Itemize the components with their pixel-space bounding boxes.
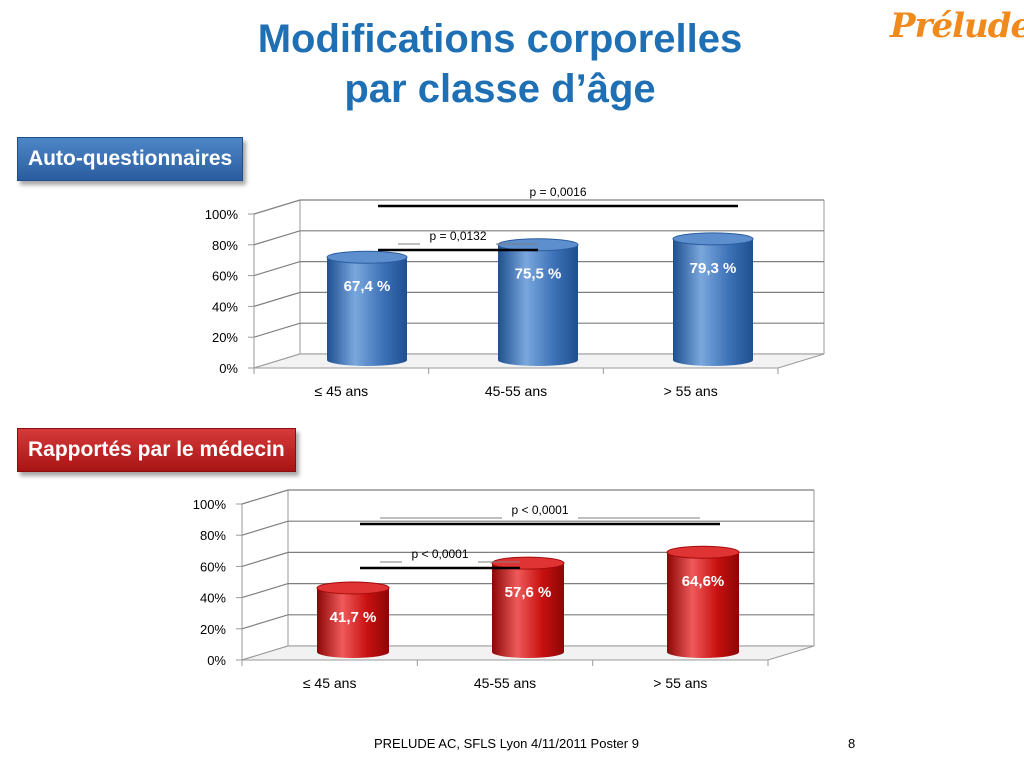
bar-body	[673, 238, 753, 366]
y-tick-label: 100%	[193, 497, 227, 512]
gridline	[241, 551, 814, 567]
y-tick-label: 40%	[200, 591, 226, 606]
title-line-2: par classe d’âge	[344, 67, 656, 111]
bar-cap	[491, 556, 565, 570]
bar-3	[666, 545, 740, 658]
chart-auto-questionnaires: 0% 20% 40% 60% 80% 100% 67,4 % 75,5 % 79,3 % ≤ 45…	[205, 185, 825, 399]
gridline	[241, 520, 814, 536]
y-tick-label: 40%	[212, 299, 238, 314]
y-tick-label: 0%	[207, 653, 226, 668]
data-label: 41,7 %	[330, 609, 377, 626]
data-label: 64,6%	[682, 573, 725, 590]
data-label: 67,4 %	[344, 278, 391, 295]
category-label: > 55 ans	[653, 675, 707, 691]
y-tick-label: 60%	[212, 269, 238, 284]
gridline	[241, 489, 814, 505]
bar-1	[316, 581, 390, 658]
data-label: 57,6 %	[505, 584, 552, 601]
page-title: Modifications corporelles par classe d’â…	[0, 14, 1000, 114]
p-value-label: p < 0,0001	[511, 503, 568, 517]
bar-2	[497, 238, 579, 366]
gridline	[241, 614, 814, 630]
bar-1	[326, 250, 408, 366]
gridline	[253, 260, 824, 277]
y-tick-label: 80%	[200, 528, 226, 543]
bar-body	[327, 257, 407, 366]
data-label: 75,5 %	[515, 266, 562, 283]
y-tick-label: 20%	[200, 622, 226, 637]
y-tick-label: 0%	[219, 361, 238, 376]
category-label: ≤ 45 ans	[303, 675, 357, 691]
section-label-rapportes-medecin: Rapportés par le médecin	[17, 428, 296, 472]
title-line-1: Modifications corporelles	[257, 17, 743, 61]
section-label-auto-questionnaires: Auto-questionnaires	[17, 137, 244, 181]
p-value-label: p = 0,0016	[529, 185, 586, 199]
category-label: > 55 ans	[664, 383, 718, 399]
gridline	[253, 230, 824, 246]
bar-3	[672, 232, 754, 366]
bar-cap	[316, 581, 390, 595]
gridline	[253, 322, 824, 338]
gridline	[241, 582, 814, 599]
bar-cap	[666, 545, 740, 559]
p-value-label: p < 0,0001	[411, 547, 468, 561]
chart-rapportes-medecin: 0% 20% 40% 60% 80% 100% 41,7 % 57,6 % 64,6% ≤ 45 …	[193, 489, 815, 691]
y-tick-label: 100%	[205, 207, 239, 222]
page-number: 8	[848, 736, 856, 751]
data-label: 79,3 %	[690, 260, 737, 277]
bar-body	[667, 552, 739, 658]
category-label: ≤ 45 ans	[315, 383, 369, 399]
prelude-logo: Prélude	[890, 6, 1024, 46]
bar-body	[498, 244, 578, 366]
gridline	[253, 291, 824, 307]
bar-body	[492, 563, 564, 658]
bar-2	[491, 556, 565, 658]
y-tick-label: 80%	[212, 238, 238, 253]
y-tick-label: 60%	[200, 559, 226, 574]
bar-cap	[672, 232, 754, 246]
y-tick-label: 20%	[212, 330, 238, 345]
footer-text: PRELUDE AC, SFLS Lyon 4/11/2011 Poster 9	[374, 736, 639, 751]
bar-cap	[326, 250, 408, 264]
p-value-label: p = 0,0132	[429, 229, 486, 243]
bar-body	[317, 587, 389, 658]
category-label: 45-55 ans	[485, 383, 547, 399]
category-label: 45-55 ans	[474, 675, 536, 691]
